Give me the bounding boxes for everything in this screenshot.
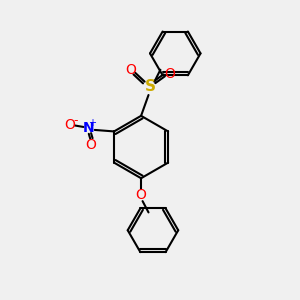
Text: O: O <box>164 67 175 81</box>
Text: O: O <box>85 138 96 152</box>
Text: S: S <box>145 79 155 94</box>
Text: +: + <box>88 118 96 128</box>
Text: O: O <box>125 63 136 77</box>
Text: N: N <box>83 122 94 136</box>
Text: -: - <box>74 114 78 127</box>
Text: O: O <box>64 118 75 133</box>
Text: O: O <box>136 188 146 202</box>
